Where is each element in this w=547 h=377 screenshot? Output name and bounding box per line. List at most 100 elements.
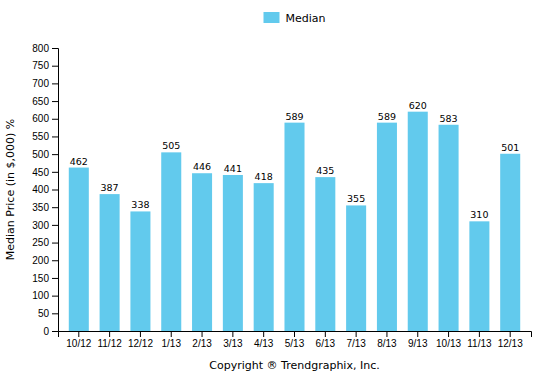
x-tick: 7/13 [346, 331, 366, 349]
data-label: 446 [193, 161, 211, 172]
x-tick-mark [417, 331, 418, 337]
x-tick-mark [386, 331, 387, 337]
y-tick-label: 100 [32, 290, 49, 301]
x-tick-mark [232, 331, 233, 337]
y-tick-label: 50 [38, 308, 50, 319]
y-tick-mark [52, 278, 58, 279]
x-axis: 10/12 11/12 12/12 1/13 2/13 3/13 4/13 5/13 6/13 7… [59, 331, 532, 349]
axis-line [52, 49, 59, 332]
y-tick-label: 700 [32, 78, 49, 89]
y-tick: 200 [32, 255, 58, 266]
bar [69, 168, 89, 331]
legend: Median [263, 12, 325, 25]
y-tick: 700 [32, 78, 58, 89]
y-tick-mark [52, 313, 58, 314]
y-tick-mark [52, 48, 58, 49]
x-tick-label: 7/13 [346, 338, 366, 349]
y-tick-mark [52, 331, 58, 332]
bar [500, 154, 520, 331]
data-label: 505 [162, 140, 180, 151]
x-tick: 11/13 [467, 331, 492, 349]
bar [161, 152, 181, 331]
y-tick: 500 [32, 149, 58, 160]
x-tick: 3/13 [223, 331, 243, 349]
bar [130, 211, 150, 331]
y-tick: 0 [43, 326, 58, 337]
y-tick-label: 200 [32, 255, 49, 266]
data-label: 620 [409, 100, 427, 111]
x-tick-label: 4/13 [254, 338, 274, 349]
bars [69, 112, 520, 331]
y-tick-mark [52, 119, 58, 120]
x-tick-label: 12/13 [498, 338, 523, 349]
x-axis-title: Copyright ® Trendgraphix, Inc. [209, 359, 379, 372]
data-label: 589 [378, 111, 396, 122]
x-tick-mark [325, 331, 326, 337]
x-tick-mark [78, 331, 79, 337]
legend-swatch [263, 12, 279, 23]
x-tick: 4/13 [254, 331, 274, 349]
y-tick: 450 [32, 167, 58, 178]
y-tick: 800 [32, 43, 58, 54]
y-tick: 650 [32, 96, 58, 107]
x-tick-label: 6/13 [316, 338, 336, 349]
x-tick-mark [109, 331, 110, 337]
data-label: 418 [255, 171, 273, 182]
y-tick-label: 400 [32, 184, 49, 195]
x-tick-mark [448, 331, 449, 337]
x-tick-label: 11/13 [467, 338, 492, 349]
y-tick-label: 550 [32, 131, 49, 142]
y-tick: 150 [32, 273, 58, 284]
y-tick: 250 [32, 237, 58, 248]
x-tick: 8/13 [377, 331, 397, 349]
bar [192, 173, 212, 331]
x-tick-label: 5/13 [285, 338, 305, 349]
x-tick-label: 12/12 [128, 338, 153, 349]
x-tick: 11/12 [97, 331, 122, 349]
x-tick-mark [479, 331, 480, 337]
y-tick-mark [52, 260, 58, 261]
x-tick-label: 10/13 [436, 338, 461, 349]
x-tick-label: 1/13 [162, 338, 182, 349]
y-tick: 50 [38, 308, 58, 319]
y-tick-label: 500 [32, 149, 49, 160]
bar [254, 183, 274, 331]
data-label: 310 [470, 209, 488, 220]
data-label: 387 [101, 182, 119, 193]
bar [346, 205, 366, 331]
y-tick-mark [52, 243, 58, 244]
x-tick: 2/13 [192, 331, 212, 349]
x-tick: 12/13 [498, 331, 523, 349]
x-tick-label: 3/13 [223, 338, 243, 349]
x-tick-label: 11/12 [97, 338, 122, 349]
x-tick-label: 8/13 [377, 338, 397, 349]
axis-line [59, 332, 532, 338]
x-tick: 10/13 [436, 331, 461, 349]
x-tick-mark [294, 331, 295, 337]
y-tick: 600 [32, 113, 58, 124]
x-tick-mark [356, 331, 357, 337]
x-tick-mark [202, 331, 203, 337]
bar [439, 125, 459, 331]
y-tick: 400 [32, 184, 58, 195]
bar [377, 123, 397, 331]
y-tick-mark [52, 154, 58, 155]
x-tick: 9/13 [408, 331, 428, 349]
legend-label: Median [285, 12, 325, 25]
bar [469, 221, 489, 331]
y-tick-mark [52, 190, 58, 191]
bar [408, 112, 428, 331]
y-tick-mark [52, 83, 58, 84]
x-tick-label: 10/12 [66, 338, 91, 349]
x-tick: 10/12 [66, 331, 91, 349]
plot: 10/12 11/12 12/12 1/13 2/13 3/13 4/13 5/13 6/13 7… [32, 43, 531, 349]
chart: 10/12 11/12 12/12 1/13 2/13 3/13 4/13 5/13 6/13 7… [0, 0, 547, 377]
y-tick-label: 750 [32, 60, 49, 71]
x-tick: 1/13 [162, 331, 182, 349]
y-tick-label: 300 [32, 220, 49, 231]
y-tick-mark [52, 66, 58, 67]
y-tick: 100 [32, 290, 58, 301]
bar [315, 177, 335, 331]
data-label: 589 [285, 111, 303, 122]
data-label: 583 [440, 113, 458, 124]
